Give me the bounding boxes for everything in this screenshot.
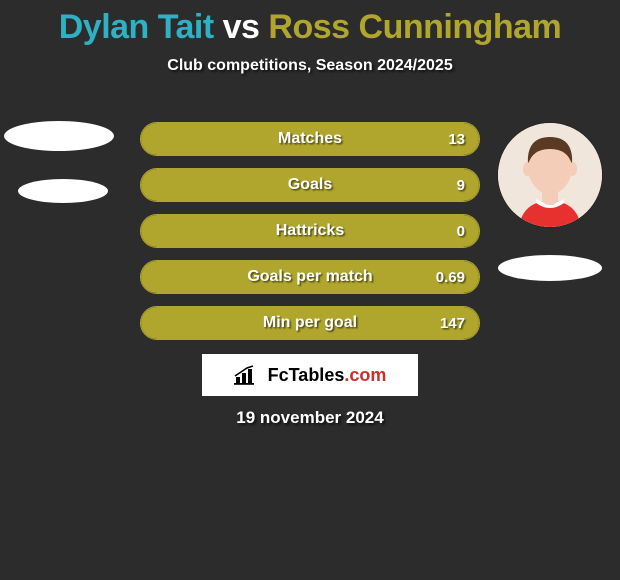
title-player1: Dylan Tait: [59, 8, 214, 46]
player2-club-placeholder: [498, 255, 602, 281]
stat-bars: Matches13 Goals9 Hattricks0 Goals per match…: [140, 122, 480, 352]
fctables-logo-box: FcTables.com: [202, 354, 418, 396]
stat-value: 0: [457, 215, 465, 247]
stat-row: Min per goal147: [140, 306, 480, 340]
logo-text: FcTables.com: [268, 365, 387, 386]
avatar-illustration: [498, 123, 602, 227]
stat-label: Hattricks: [141, 215, 479, 247]
stat-label: Matches: [141, 123, 479, 155]
stat-value: 147: [440, 307, 465, 339]
player2-avatar: [498, 123, 602, 227]
stat-label: Min per goal: [141, 307, 479, 339]
subtitle: Club competitions, Season 2024/2025: [0, 57, 620, 75]
stat-value: 9: [457, 169, 465, 201]
avatar-ear-right: [569, 162, 577, 176]
stat-label: Goals per match: [141, 261, 479, 293]
right-profile-column: [490, 115, 620, 281]
title-vs: vs: [214, 8, 269, 46]
logo-text-main: FcTables: [268, 365, 345, 385]
stat-row: Goals per match0.69: [140, 260, 480, 294]
stat-row: Matches13: [140, 122, 480, 156]
player1-avatar-placeholder: [4, 121, 114, 151]
stat-row: Hattricks0: [140, 214, 480, 248]
title-player2: Ross Cunningham: [268, 8, 561, 46]
page-title: Dylan Tait vs Ross Cunningham: [0, 0, 620, 47]
stat-value: 13: [448, 123, 465, 155]
bar-chart-icon: [234, 365, 262, 385]
stat-value: 0.69: [436, 261, 465, 293]
stat-row: Goals9: [140, 168, 480, 202]
player1-club-placeholder: [18, 179, 108, 203]
avatar-ear-left: [523, 162, 531, 176]
left-profile-column: [0, 115, 130, 203]
logo-text-domain: .com: [344, 365, 386, 385]
stat-label: Goals: [141, 169, 479, 201]
date-line: 19 november 2024: [0, 408, 620, 428]
